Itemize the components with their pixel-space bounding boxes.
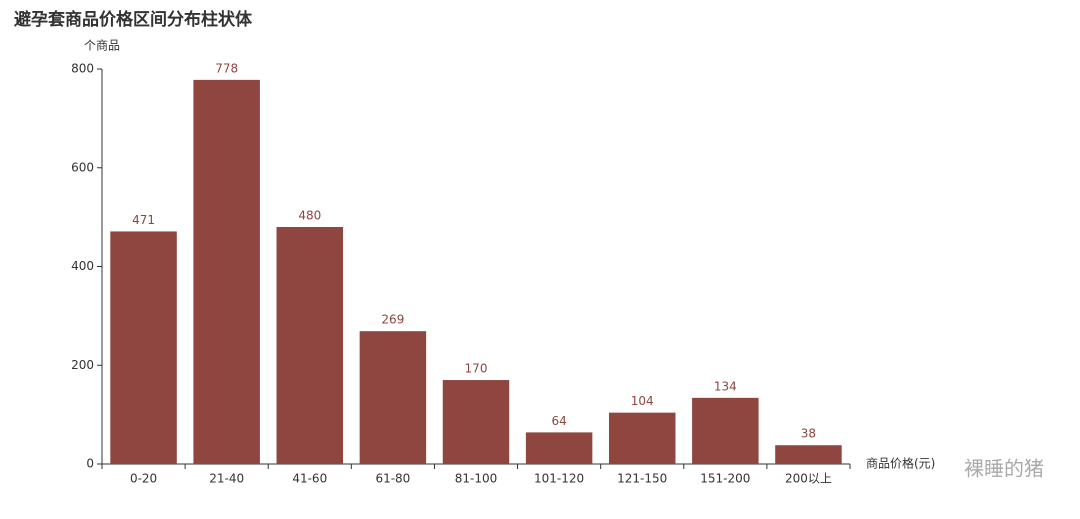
bar (359, 331, 427, 464)
y-tick-label: 0 (86, 457, 94, 471)
x-tick-label: 101-120 (534, 472, 584, 486)
x-tick-label: 121-150 (617, 472, 667, 486)
y-tick-label: 400 (71, 259, 94, 273)
value-label: 170 (465, 362, 488, 376)
value-label: 104 (631, 394, 654, 408)
value-label: 134 (714, 379, 737, 393)
x-tick-label: 21-40 (209, 472, 244, 486)
watermark: 裸睡的猪 (964, 457, 1044, 481)
bar (276, 227, 344, 464)
value-label: 269 (381, 313, 404, 327)
x-tick-label: 61-80 (375, 472, 410, 486)
bar (608, 412, 676, 464)
y-tick-label: 600 (71, 160, 94, 174)
bar (110, 231, 177, 464)
y-axis-title: 个商品 (84, 38, 120, 53)
x-tick-label: 81-100 (455, 472, 498, 486)
value-label: 64 (551, 414, 566, 428)
value-label: 471 (132, 213, 155, 227)
y-tick-label: 200 (71, 358, 94, 372)
value-label: 38 (801, 427, 816, 441)
x-tick-label: 151-200 (700, 472, 750, 486)
x-axis-title: 商品价格(元) (866, 456, 935, 471)
x-tick-label: 41-60 (292, 472, 327, 486)
bar (692, 397, 759, 464)
chart-title: 避孕套商品价格区间分布柱状体 (14, 9, 253, 30)
y-tick-label: 800 (71, 62, 94, 76)
x-tick-label: 200以上 (785, 472, 832, 486)
value-label: 480 (298, 209, 321, 223)
x-tick-label: 0-20 (130, 472, 157, 486)
bar (525, 432, 593, 464)
bar (193, 79, 260, 465)
bar (775, 445, 842, 464)
value-label: 778 (215, 61, 238, 75)
bar (442, 380, 510, 464)
